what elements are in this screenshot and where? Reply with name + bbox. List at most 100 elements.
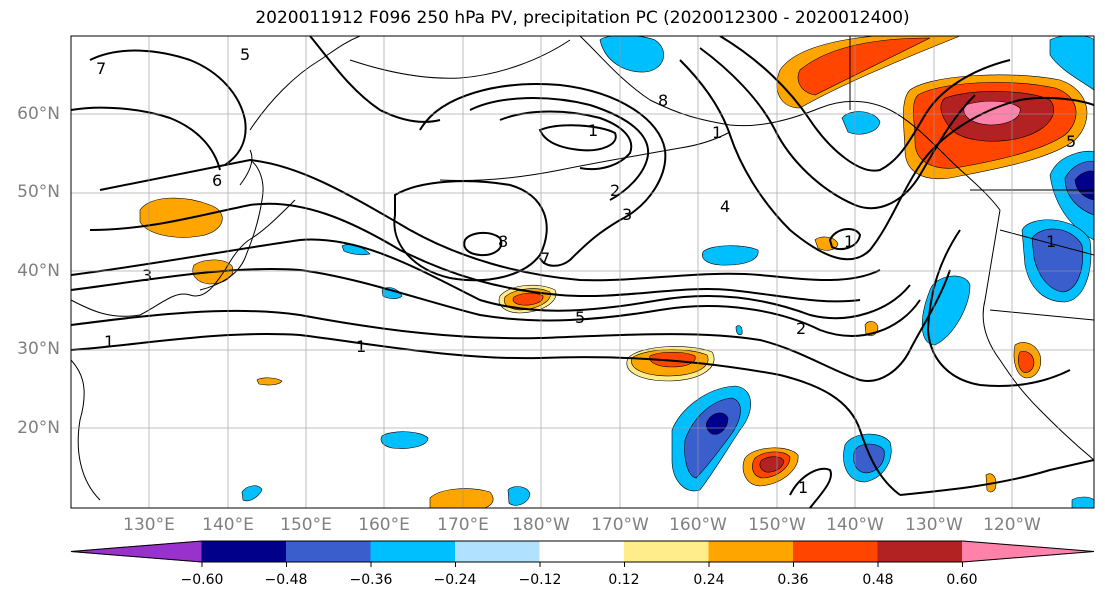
aleutian-islands <box>439 131 731 182</box>
lon-tick-label: 150°W <box>748 515 806 535</box>
colorbar-tick-label: 0.12 <box>608 572 640 588</box>
contour-label: 1 <box>798 478 808 497</box>
contour-label: 5 <box>575 308 585 327</box>
lon-tick-label: 160°E <box>358 515 410 535</box>
coastlines <box>71 36 1094 501</box>
lat-tick-label: 20°N <box>17 418 60 438</box>
kamchatka-coastline <box>249 36 361 131</box>
pv-ridge-3 <box>499 110 633 171</box>
contour-label: 8 <box>498 232 508 251</box>
negative-precip-area <box>380 431 429 449</box>
colorbar-tick-label: 0.36 <box>777 572 809 588</box>
north-america-coastline <box>982 209 1094 461</box>
negative-precip-area <box>599 36 664 73</box>
colorbar-tick-label: −0.48 <box>264 572 308 588</box>
alaska-coastline <box>579 36 1001 211</box>
pv-small-1 <box>828 228 862 251</box>
map-panel: 7 5 6 3 1 1 1 2 3 8 7 5 2 4 8 1 1 1 5 1 <box>70 35 1095 509</box>
pv-trough-east <box>679 59 1094 261</box>
pv-west-loop <box>89 49 247 166</box>
contour-label: 1 <box>712 123 722 142</box>
pv-contour-1 <box>71 333 901 496</box>
pv-contour-3 <box>71 268 921 337</box>
pv-low-8-core <box>463 232 503 257</box>
contour-label: 3 <box>142 266 152 285</box>
colorbar-tick-label: −0.24 <box>433 572 477 588</box>
colorbar-tick-marks <box>201 562 963 567</box>
lat-tick-label: 40°N <box>17 261 60 281</box>
colorbar-tick-label: 0.60 <box>946 572 978 588</box>
negative-precip-area <box>507 486 531 506</box>
contour-label: 3 <box>622 205 632 224</box>
contour-label: 2 <box>796 319 806 338</box>
contour-label: 2 <box>610 181 620 200</box>
lon-tick-label: 170°W <box>591 515 649 535</box>
lon-tick-label: 130°W <box>905 515 963 535</box>
pv-small-2 <box>789 467 832 508</box>
negative-precip-area <box>702 245 759 266</box>
pv-contour-1-east <box>899 459 1094 496</box>
pv-ridge-2 <box>469 97 650 201</box>
map-frame <box>70 35 1095 509</box>
pv-ridge-inner <box>419 83 667 267</box>
pv-contour-5 <box>71 238 911 320</box>
pv-low-8 <box>393 180 548 282</box>
contour-label: 5 <box>1066 132 1076 151</box>
positive-precip-area <box>139 197 223 238</box>
lon-tick-label: 170°E <box>437 515 489 535</box>
lon-tick-label: 150°E <box>280 515 332 535</box>
positive-precip-area <box>429 488 494 508</box>
negative-precip-area <box>241 485 263 502</box>
contour-label: 5 <box>240 45 250 64</box>
contour-label: 8 <box>658 91 668 110</box>
contour-label: 4 <box>720 197 730 216</box>
contour-label: 1 <box>104 332 114 351</box>
pv-ridge-core <box>538 124 617 152</box>
positive-precip-area <box>512 292 544 306</box>
contour-labels: 7 5 6 3 1 1 1 2 3 8 7 5 2 4 8 1 1 1 5 1 <box>96 45 1076 497</box>
pv-contour-7 <box>99 158 881 282</box>
lon-tick-label: 140°W <box>826 515 884 535</box>
contour-label: 1 <box>844 232 854 251</box>
north-america-borders <box>849 36 1094 321</box>
contour-label: 1 <box>588 121 598 140</box>
lon-tick-label: 180°W <box>512 515 570 535</box>
contour-label: 6 <box>212 171 222 190</box>
contour-label: 7 <box>96 59 106 78</box>
contour-label: 7 <box>540 249 550 268</box>
pv-east-trough-south <box>926 229 1071 388</box>
contour-label: 1 <box>1046 232 1056 251</box>
negative-precip-area <box>1071 496 1094 508</box>
colorbar-tick-label: 0.48 <box>862 572 894 588</box>
colorbar-tick-label: −0.12 <box>518 572 562 588</box>
bering-coastline <box>349 39 571 79</box>
pv-contour-2 <box>71 269 951 382</box>
gridlines <box>71 36 1094 508</box>
positive-precip-area <box>963 100 1021 126</box>
pv-trough-east-3 <box>719 36 1011 172</box>
precipitation-shading <box>139 36 1094 508</box>
pv-north <box>309 36 441 123</box>
colorbar-tick-label: 0.24 <box>693 572 725 588</box>
lon-tick-label: 120°W <box>983 515 1041 535</box>
japan-coastline <box>199 149 264 291</box>
contour-label: 1 <box>356 337 366 356</box>
lon-tick-label: 130°E <box>123 515 175 535</box>
positive-precip-area <box>759 456 785 473</box>
lat-tick-label: 50°N <box>17 182 60 202</box>
lat-tick-label: 60°N <box>17 104 60 124</box>
colorbar-tick-label: −0.60 <box>180 572 224 588</box>
pv-contours <box>71 36 1094 508</box>
positive-precip-area <box>1018 351 1035 373</box>
pv-west-loop-2 <box>71 106 221 171</box>
colorbar-tick-label: −0.36 <box>349 572 393 588</box>
negative-precip-area <box>381 287 403 299</box>
lon-tick-label: 140°E <box>202 515 254 535</box>
negative-precip-area <box>706 412 729 435</box>
lon-tick-label: 160°W <box>669 515 727 535</box>
negative-precip-area <box>735 325 743 336</box>
map-title: 2020011912 F096 250 hPa PV, precipitatio… <box>255 8 910 28</box>
asia-coastline <box>71 199 296 501</box>
positive-precip-area <box>256 377 283 386</box>
positive-precip-area <box>649 351 696 368</box>
